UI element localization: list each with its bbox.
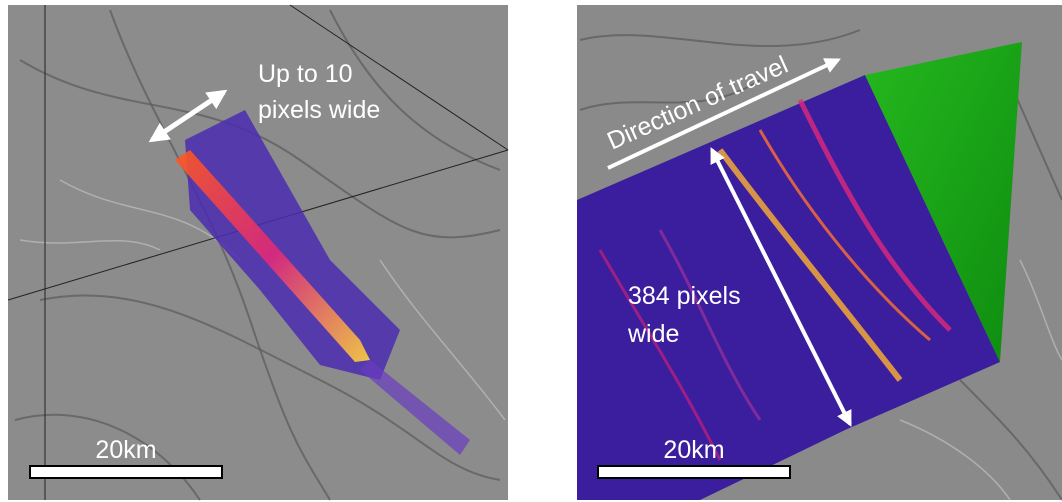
scale-bar — [30, 466, 222, 478]
scale-bar — [598, 466, 790, 478]
scale-label: 20km — [663, 436, 724, 464]
annotation: 384 pixels — [628, 282, 741, 310]
right-panel: Direction of travel 384 pixels wide 20km — [577, 5, 1062, 500]
scale-label: 20km — [95, 436, 156, 464]
annotation: pixels wide — [258, 96, 380, 124]
left-panel: Up to 10 pixels wide 20km — [8, 5, 508, 500]
annotation: wide — [627, 320, 679, 348]
figure: Up to 10 pixels wide 20km Direction of t… — [0, 0, 1062, 502]
annotation: Up to 10 — [258, 60, 353, 88]
